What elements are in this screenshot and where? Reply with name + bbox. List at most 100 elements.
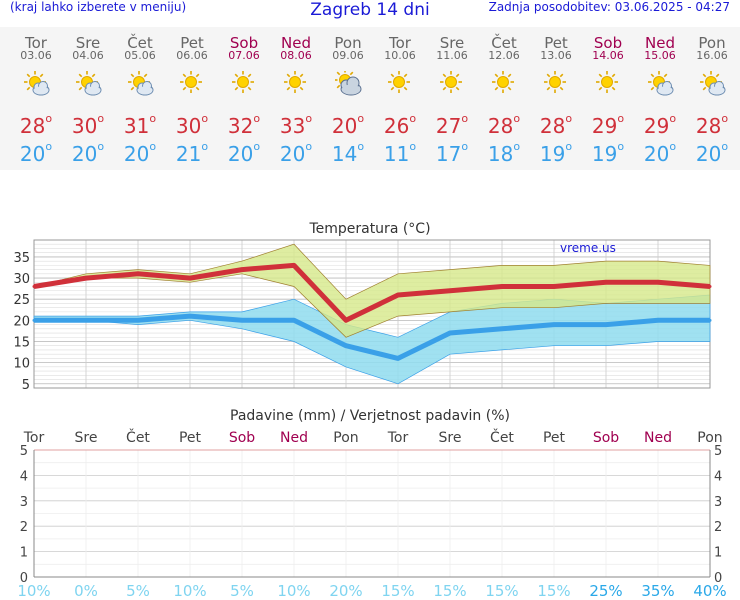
min-temperature: 19o — [539, 140, 573, 166]
day-name: Pon — [334, 34, 362, 52]
min-temperature: 20o — [643, 140, 677, 166]
min-temperature-line — [34, 313, 710, 361]
y-tick-label: 35 — [13, 251, 30, 266]
sun-icon — [544, 71, 566, 93]
tmax-point — [604, 280, 608, 284]
max-temperature: 30o — [175, 112, 209, 138]
sun-shape — [284, 71, 306, 93]
tmin-point — [292, 318, 296, 322]
min-temperature: 21o — [175, 140, 209, 166]
max-temperature: 31o — [123, 112, 157, 138]
tmin-point — [448, 331, 452, 335]
y-tick-label-right: 0 — [714, 571, 722, 586]
tmin-point — [344, 344, 348, 348]
day-date: 03.06 — [20, 49, 52, 62]
max-temperature: 29o — [643, 112, 677, 138]
cloud-shape — [708, 81, 726, 96]
last-update-timestamp: Zadnja posodobitev: 03.06.2025 - 04:27 — [488, 0, 730, 14]
chart-title: Temperatura (°C) — [308, 221, 430, 237]
sun-icon — [492, 71, 514, 93]
max-temperature: 28o — [539, 112, 573, 138]
tmin-point — [240, 318, 244, 322]
tmax-point — [396, 293, 400, 297]
min-temperature: 20o — [279, 140, 313, 166]
sun-shape — [544, 71, 566, 93]
watermark-label: vreme.us — [560, 241, 616, 255]
partly-cloudy-icon — [24, 71, 50, 96]
cloud-shape — [656, 81, 674, 96]
x-tick-label: Sre — [439, 430, 462, 446]
day-date: 13.06 — [540, 49, 572, 62]
y-tick-label-right: 4 — [714, 469, 722, 484]
x-tick-label: Sre — [75, 430, 98, 446]
sun-icon — [440, 71, 462, 93]
x-tick-label: Pet — [543, 430, 566, 446]
day-forecast-13: Ned 15.06 29o 20o — [632, 27, 688, 170]
sun-shape — [388, 71, 410, 93]
sun-shape — [596, 71, 618, 93]
day-name: Sre — [75, 34, 101, 52]
tmin-point — [136, 318, 140, 322]
day-forecast-14: Pon 16.06 28o 20o — [684, 27, 740, 170]
day-date: 07.06 — [228, 49, 260, 62]
sun-icon — [388, 71, 410, 93]
y-tick-label-left: 3 — [20, 495, 28, 510]
tmax-point — [500, 285, 504, 289]
precipitation-probability-label: 40% — [693, 582, 726, 600]
x-tick-label: Pet — [179, 430, 202, 446]
day-date: 06.06 — [176, 49, 208, 62]
min-temperature: 19o — [591, 140, 625, 166]
precipitation-probability-label: 20% — [329, 582, 362, 600]
max-temperature: 32o — [227, 112, 261, 138]
max-temperature: 29o — [591, 112, 625, 138]
y-tick-label-left: 1 — [20, 546, 28, 561]
max-temperature: 28o — [487, 112, 521, 138]
day-date: 05.06 — [124, 49, 156, 62]
day-date: 04.06 — [72, 49, 104, 62]
day-date: 08.06 — [280, 49, 312, 62]
tmin-point — [500, 327, 504, 331]
precipitation-probability-label: 25% — [589, 582, 622, 600]
precipitation-probability-label: 10% — [277, 582, 310, 600]
partly-cloudy-icon — [648, 71, 674, 96]
day-forecast-3: Čet 05.06 31o 20o — [112, 27, 168, 170]
tmin-point — [32, 318, 36, 322]
temperature-chart: Temperatura (°C) 5 10 15 20 25 30 35 vreme.us — [0, 215, 740, 395]
x-tick-label: Ned — [280, 430, 308, 446]
cloud-shape — [32, 81, 50, 96]
day-date: 12.06 — [488, 49, 520, 62]
min-temperature: 20o — [123, 140, 157, 166]
y-tick-label: 5 — [22, 378, 30, 393]
min-temperature: 20o — [695, 140, 729, 166]
tmin-point — [552, 323, 556, 327]
partly-cloudy-icon — [76, 71, 102, 96]
max-temperature: 28o — [695, 112, 729, 138]
y-tick-label-left: 2 — [20, 520, 28, 535]
max-temperature: 33o — [279, 112, 313, 138]
day-name: Sre — [439, 34, 465, 52]
partly-cloudy-icon — [700, 71, 726, 96]
day-name: Ned — [645, 34, 675, 52]
min-temperature: 11o — [383, 140, 417, 166]
day-forecast-7: Pon 09.06 20o 14o — [320, 27, 376, 170]
location-menu-hint[interactable]: (kraj lahko izberete v meniju) — [10, 0, 187, 14]
tmax-point — [552, 285, 556, 289]
precipitation-probability-label: 35% — [641, 582, 674, 600]
cloudy-icon — [335, 71, 362, 96]
x-tick-label: Čet — [126, 428, 150, 446]
daily-forecast-strip: Tor 03.06 28o 20o Sre 04.06 30o 20o Čet 05.06 31o 2… — [0, 27, 740, 170]
tmin-point — [396, 356, 400, 360]
min-temperature: 17o — [435, 140, 469, 166]
sun-icon — [284, 71, 306, 93]
y-tick-label: 25 — [13, 293, 30, 308]
tmin-point — [656, 318, 660, 322]
day-name: Čet — [127, 34, 153, 52]
day-forecast-4: Pet 06.06 30o 21o — [164, 27, 220, 170]
tmin-point — [604, 323, 608, 327]
day-forecast-1: Tor 03.06 28o 20o — [8, 27, 64, 170]
x-tick-label: Tor — [23, 430, 45, 446]
x-tick-label: Ned — [644, 430, 672, 446]
tmin-point — [188, 314, 192, 318]
day-date: 15.06 — [644, 49, 676, 62]
x-tick-label: Čet — [490, 428, 514, 446]
